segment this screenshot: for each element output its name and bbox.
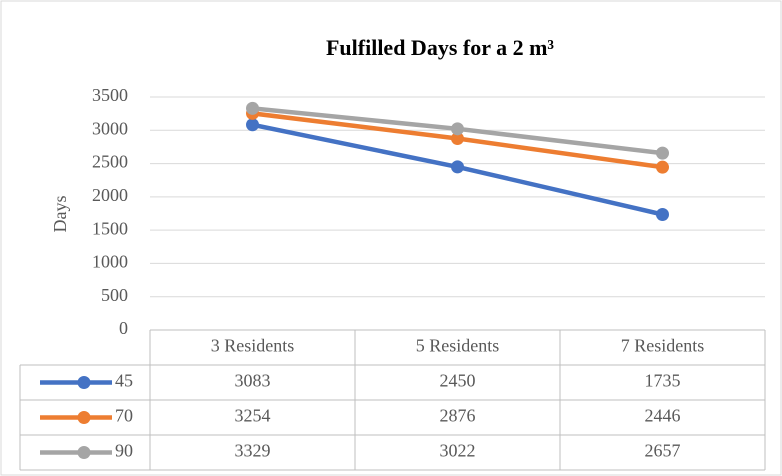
legend-label: 70 [115, 406, 133, 426]
y-tick-label: 0 [119, 318, 128, 338]
point [451, 160, 464, 174]
point [656, 160, 669, 174]
y-tick-label: 2000 [92, 185, 128, 205]
y-tick-label: 1500 [92, 218, 128, 238]
point [656, 146, 669, 160]
legend-swatch [77, 446, 91, 459]
table-value: 2657 [645, 441, 681, 461]
chart-title: Fulfilled Days for a 2 m³ [326, 35, 554, 60]
x-tick-label: 7 Residents [621, 336, 705, 356]
table-value: 1735 [645, 371, 681, 391]
point [246, 101, 259, 115]
y-axis-label: Days [50, 196, 70, 233]
y-tick-label: 2500 [92, 152, 128, 172]
table-value: 2446 [645, 406, 681, 426]
table-value: 3329 [235, 441, 271, 461]
point [656, 207, 669, 221]
legend-swatch [77, 376, 91, 389]
legend-label: 90 [115, 441, 133, 461]
table-value: 2450 [440, 371, 476, 391]
point [451, 122, 464, 136]
y-tick-label: 1000 [92, 252, 128, 272]
x-tick-label: 3 Residents [211, 336, 295, 356]
legend-label: 45 [115, 371, 133, 391]
table-value: 3022 [440, 441, 476, 461]
table-value: 3254 [235, 406, 271, 426]
point [246, 118, 259, 132]
point [451, 132, 464, 146]
y-tick-label: 3500 [92, 85, 128, 105]
table-value: 3083 [235, 371, 271, 391]
legend-swatch [77, 411, 91, 424]
x-tick-label: 5 Residents [416, 336, 500, 356]
y-tick-label: 500 [101, 285, 128, 305]
table-value: 2876 [440, 406, 476, 426]
y-tick-label: 3000 [92, 118, 128, 138]
